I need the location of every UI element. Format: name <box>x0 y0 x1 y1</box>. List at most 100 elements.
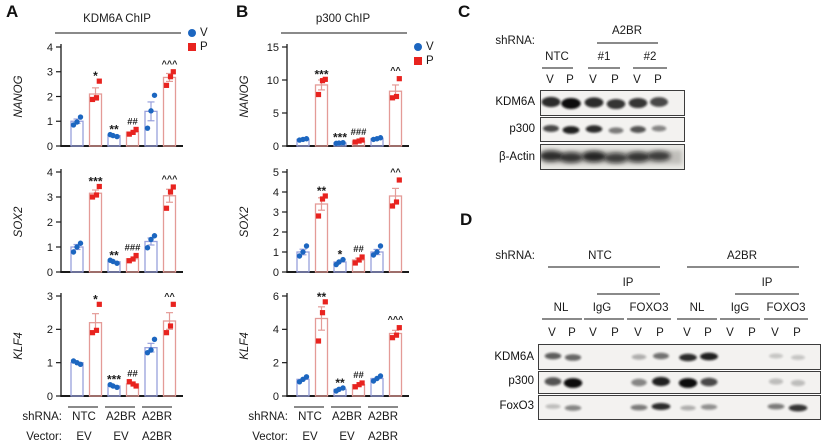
panel-d-blot-p300 <box>538 371 821 394</box>
data-point <box>77 240 84 246</box>
band <box>631 354 647 360</box>
sig-label: * <box>93 69 98 83</box>
panel-d-group-a2br: A2BR <box>726 250 758 262</box>
legend-label-v: V <box>426 41 434 53</box>
y-tick-label: 0 <box>273 267 279 279</box>
panel-c-group-sh2: #2 <box>643 51 657 63</box>
vector-group-2: EV <box>339 431 355 443</box>
bar <box>314 84 329 147</box>
y-tick-label: 1 <box>47 357 53 369</box>
data-point <box>319 78 326 84</box>
data-point <box>148 108 154 114</box>
gene-label: SOX2 <box>239 206 251 237</box>
data-point <box>374 249 380 255</box>
shrna-row-label: shRNA: <box>248 411 288 423</box>
panel-b: B p300 ChIP V P 0 5 10 15 NANOG *** *** ### ^^ 0 1… <box>226 0 452 448</box>
group-underline <box>368 406 398 408</box>
shrna-group-1: NTC <box>298 411 322 423</box>
data-point <box>396 177 402 183</box>
bar <box>162 195 177 273</box>
panel-a-legend: V P <box>188 26 208 54</box>
data-point <box>93 192 100 198</box>
data-point <box>126 258 132 264</box>
band <box>606 98 626 110</box>
group-underline <box>105 406 135 408</box>
y-tick-label: 2 <box>273 227 279 239</box>
panel-b-letter: B <box>236 2 249 21</box>
band <box>651 402 671 411</box>
y-tick-label: 0 <box>273 391 279 400</box>
panel-d-row-label-foxo3: FoxO3 <box>499 400 534 412</box>
data-point <box>163 82 170 88</box>
vector-group-3: A2BR <box>141 431 173 443</box>
data-point <box>389 335 396 341</box>
band <box>539 150 563 162</box>
data-point <box>167 189 174 195</box>
data-point <box>396 325 402 331</box>
panel-d-sub-foxo3-2: FOXO3 <box>766 302 806 314</box>
data-point <box>377 135 384 141</box>
legend-label-p: P <box>200 41 208 53</box>
panel-b-legend: V P <box>414 40 434 68</box>
bar <box>314 203 329 273</box>
lane-label: P <box>748 327 756 339</box>
blot-membrane <box>539 150 682 165</box>
lane-label: P <box>611 74 619 86</box>
panel-d-ip-underline <box>597 293 660 295</box>
lane-label: P <box>793 327 801 339</box>
sig-label: ** <box>109 248 119 262</box>
blot-membrane <box>544 376 806 388</box>
panel-d-group-underline <box>548 266 660 268</box>
legend-entry-v: V <box>414 40 434 54</box>
bar <box>388 332 403 397</box>
panel-a-chart-title: KDM6A ChIP <box>83 13 151 25</box>
data-point <box>389 95 396 101</box>
band <box>768 378 784 385</box>
data-point <box>130 381 136 387</box>
sig-label: ** <box>109 123 119 137</box>
data-point <box>336 140 342 146</box>
band <box>584 97 604 108</box>
blot-membrane <box>544 352 805 362</box>
data-point <box>377 373 384 379</box>
panel-d-shrna-label: shRNA: <box>495 250 535 262</box>
sig-label: ** <box>335 376 345 390</box>
data-point <box>393 93 400 100</box>
band <box>630 404 648 411</box>
band <box>631 378 647 387</box>
vector-group-1: EV <box>76 431 92 443</box>
panel-d-blot-kdm6a <box>538 344 821 370</box>
data-point <box>74 244 80 250</box>
y-tick-label: 3 <box>47 291 53 303</box>
data-point <box>133 383 139 389</box>
panel-d-group-underline <box>687 266 799 268</box>
panel-c-row-label-bactin: β-Actin <box>498 151 535 163</box>
data-point <box>340 140 346 146</box>
gene-label: NANOG <box>13 75 25 117</box>
band <box>649 97 669 107</box>
panel-d-group-ntc: NTC <box>588 250 612 262</box>
band <box>628 97 648 109</box>
data-point <box>96 301 102 307</box>
band <box>541 96 561 108</box>
y-tick-label: 0 <box>47 141 53 153</box>
panel-c-blot-p300 <box>540 117 685 142</box>
y-tick-label: 0 <box>47 267 53 279</box>
data-point <box>396 76 402 82</box>
legend-entry-p: P <box>188 40 208 54</box>
data-point <box>352 260 358 266</box>
sig-label: * <box>93 292 98 306</box>
lane-label: V <box>589 74 597 86</box>
band <box>680 405 696 411</box>
bar <box>314 317 329 397</box>
band <box>791 354 805 361</box>
y-tick-label: 0 <box>47 391 53 400</box>
panel-b-chart-title: p300 ChIP <box>315 13 371 25</box>
data-point <box>151 233 158 239</box>
shrna-group-2: A2BR <box>331 411 363 423</box>
data-point <box>163 205 170 211</box>
data-point <box>352 139 358 145</box>
band <box>561 98 581 109</box>
bar <box>388 195 403 273</box>
